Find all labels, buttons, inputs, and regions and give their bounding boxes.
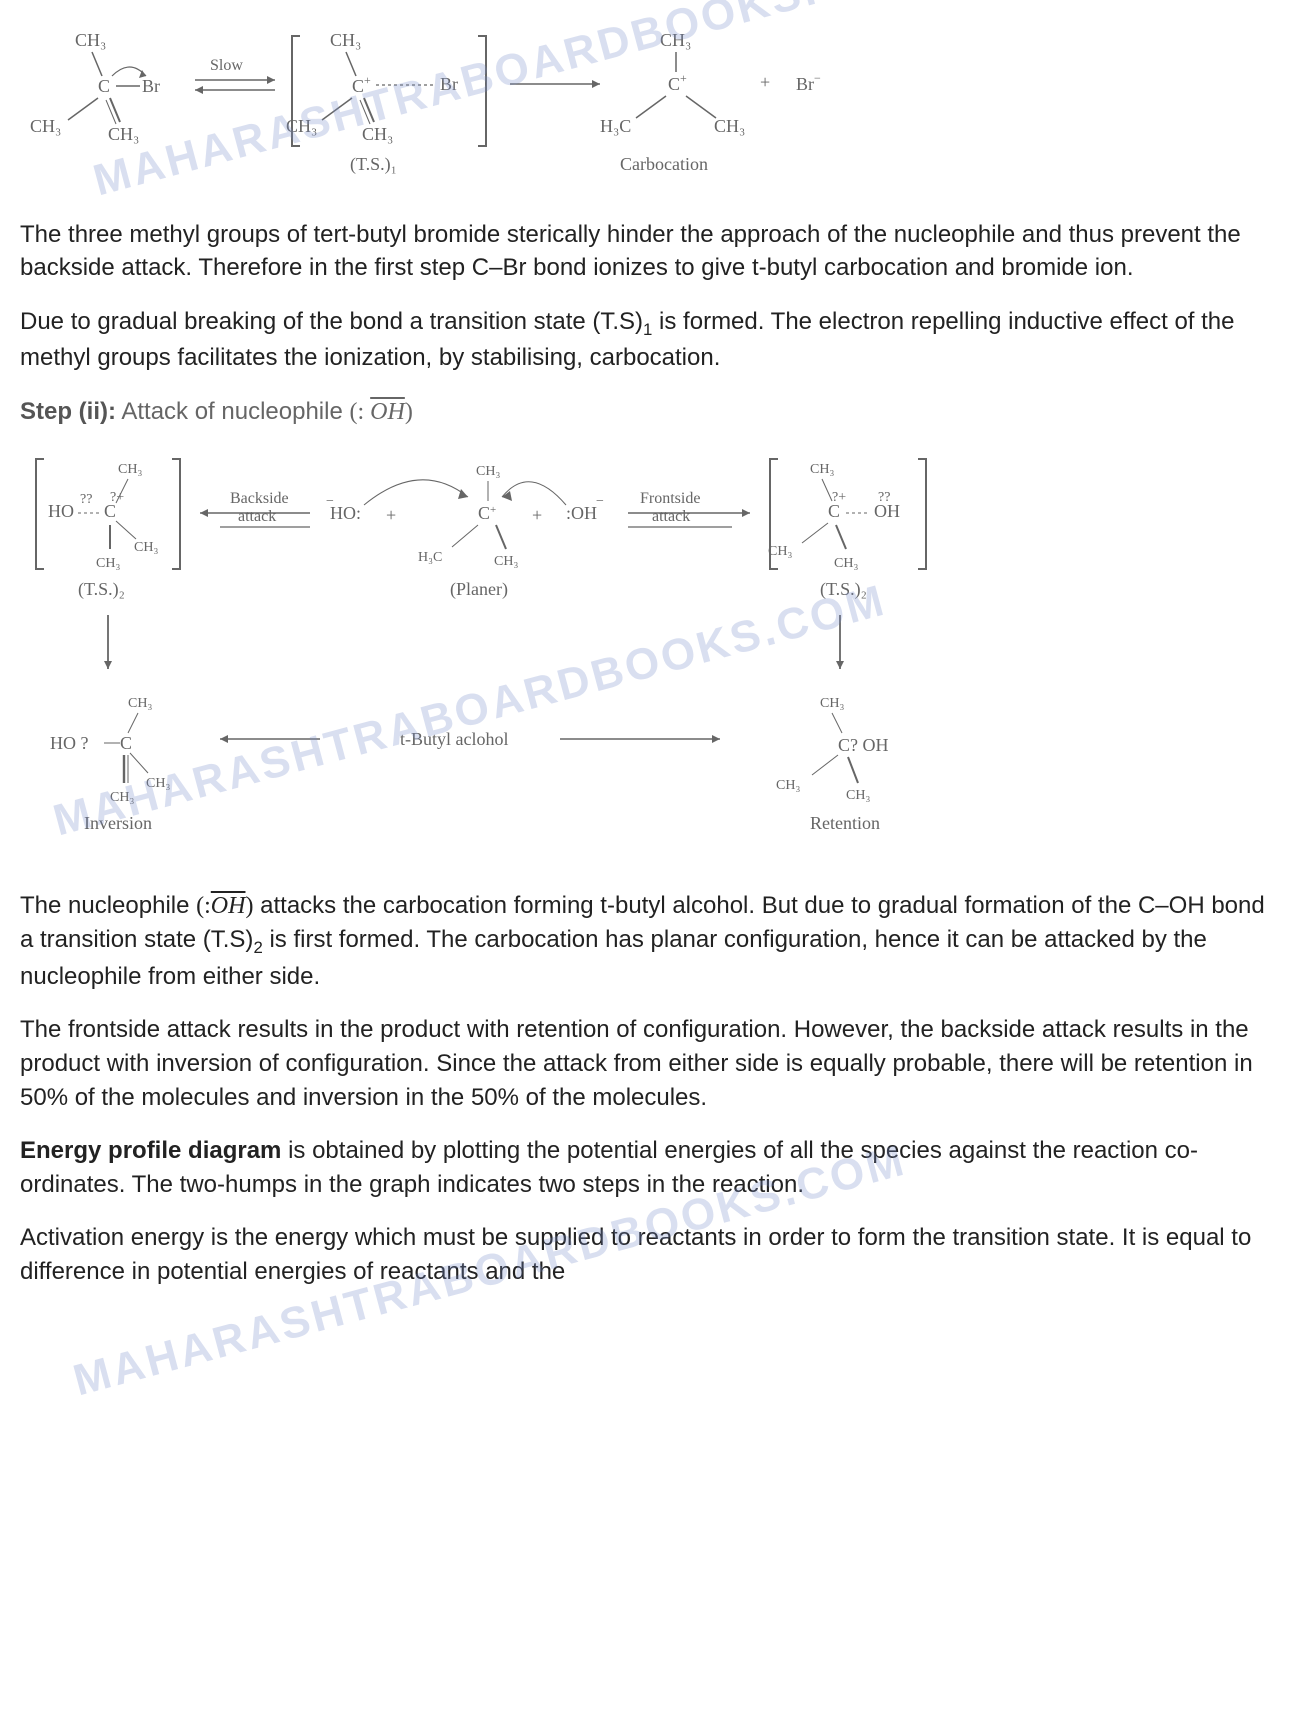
oh-bar-3: OH	[211, 893, 246, 919]
tsr-cd: ?+	[832, 490, 846, 505]
pl-ch3-top: CH₃	[128, 696, 152, 711]
tsr-ch3-top: CH₃	[810, 462, 834, 477]
slow-label: Slow	[210, 57, 243, 74]
pl-ch3-b: CH₃	[110, 790, 134, 805]
plus-l: +	[386, 505, 396, 525]
step-ii-text: Attack of nucleophile	[121, 398, 342, 425]
tsr-caption: (T.S.)₂	[820, 579, 867, 600]
center-caption: (Planer)	[450, 579, 508, 600]
paragraph-4: The frontside attack results in the prod…	[20, 1013, 1269, 1114]
pr-caption: Retention	[810, 813, 880, 833]
pr-c: C? OH	[838, 735, 889, 755]
tsr-ch3-b: CH₃	[834, 556, 858, 571]
ts-c: C+	[352, 73, 371, 96]
tsl-delta: ??	[80, 492, 92, 507]
paragraph-3: The nucleophile (:OH) attacks the carboc…	[20, 889, 1269, 994]
reactant-c: C	[98, 76, 110, 96]
step-ii-oh: (: OH)	[350, 399, 413, 425]
tsl-caption: (T.S.)₂	[78, 579, 125, 600]
paragraph-2: Due to gradual breaking of the bond a tr…	[20, 305, 1269, 375]
left-nu: HO:	[330, 503, 361, 523]
diagram-ionization: CH₃ C Br CH₃ CH₃ Slow CH₃ C+ Br CH₃ CH₃ …	[20, 28, 1269, 198]
left-nu-minus: −	[326, 494, 334, 509]
right-nu: :OH	[566, 503, 597, 523]
oh-suffix: )	[405, 399, 413, 425]
prod-ch3-l: H₃C	[600, 116, 631, 136]
ts-ch3-top: CH₃	[330, 30, 361, 50]
tsl-ho: HO	[48, 501, 74, 521]
para3-sub: 2	[253, 938, 262, 957]
para5-bold: Energy profile diagram	[20, 1137, 281, 1164]
center-ch3-l: H₃C	[418, 550, 442, 565]
ts-ch3-r: CH₃	[362, 124, 393, 144]
backside-lbl-1: Backside	[230, 490, 289, 507]
paragraph-1: The three methyl groups of tert-butyl br…	[20, 218, 1269, 285]
frontside-lbl-2: attack	[652, 508, 690, 525]
oh-prefix: (:	[350, 399, 365, 425]
pl-c: C	[120, 733, 132, 753]
tsr-ch3-l: CH₃	[768, 544, 792, 559]
pr-ch3-l: CH₃	[776, 778, 800, 793]
pl-caption: Inversion	[84, 813, 152, 833]
reactant-ch3-l: CH₃	[30, 116, 61, 136]
tsl-cd: ?+	[110, 490, 124, 505]
center-ch3-top: CH₃	[476, 464, 500, 479]
plus-r: +	[532, 505, 542, 525]
tsl-ch3-r: CH₃	[134, 540, 158, 555]
para2-sub: 1	[643, 320, 652, 339]
oh-bar: OH	[370, 399, 405, 425]
reactant-ch3-top: CH₃	[75, 30, 106, 50]
para2-a: Due to gradual breaking of the bond a tr…	[20, 308, 643, 335]
pl-ch3-r: CH₃	[146, 776, 170, 791]
para3-a: The nucleophile	[20, 892, 196, 919]
paragraph-6: Activation energy is the energy which mu…	[20, 1221, 1269, 1288]
pl-ho: HO ?	[50, 733, 89, 753]
para3-oh: (:OH)	[196, 893, 253, 919]
prod-label: t-Butyl aclohol	[400, 729, 508, 749]
ts-caption: (T.S.)₁	[350, 154, 397, 175]
ts-br: Br	[440, 74, 458, 94]
step-ii-label: Step (ii):	[20, 398, 116, 425]
prod-plus: +	[760, 72, 770, 92]
prod-c: C+	[668, 71, 687, 94]
ts-ch3-l: CH₃	[286, 116, 317, 136]
attack-svg: CH₃ HO ?? C ?+ CH₃ CH₃ (T.S.)₂ Backside …	[20, 439, 1020, 859]
prod-ch3-top: CH₃	[660, 30, 691, 50]
center-c: C+	[478, 503, 496, 523]
oh-pre-3: (:	[196, 893, 211, 919]
backside-lbl-2: attack	[238, 508, 276, 525]
paragraph-5: Energy profile diagram is obtained by pl…	[20, 1134, 1269, 1201]
tsl-ch3-b: CH₃	[96, 556, 120, 571]
reactant-ch3-r: CH₃	[108, 124, 139, 144]
ionization-svg: CH₃ C Br CH₃ CH₃ Slow CH₃ C+ Br CH₃ CH₃ …	[20, 28, 920, 188]
diagram-attack: CH₃ HO ?? C ?+ CH₃ CH₃ (T.S.)₂ Backside …	[20, 439, 1269, 869]
step-ii-heading: Step (ii): Attack of nucleophile (: OH)	[20, 395, 1269, 430]
pr-ch3-top: CH₃	[820, 696, 844, 711]
prod-caption: Carbocation	[620, 154, 708, 174]
tsl-ch3-top: CH₃	[118, 462, 142, 477]
right-nu-minus: −	[596, 494, 604, 509]
tsr-ohd: ??	[878, 490, 890, 505]
frontside-lbl-1: Frontside	[640, 490, 700, 507]
prod-br: Br−	[796, 71, 821, 94]
reactant-br: Br	[142, 76, 160, 96]
pr-ch3-b: CH₃	[846, 788, 870, 803]
center-ch3-r: CH₃	[494, 554, 518, 569]
prod-ch3-r: CH₃	[714, 116, 745, 136]
